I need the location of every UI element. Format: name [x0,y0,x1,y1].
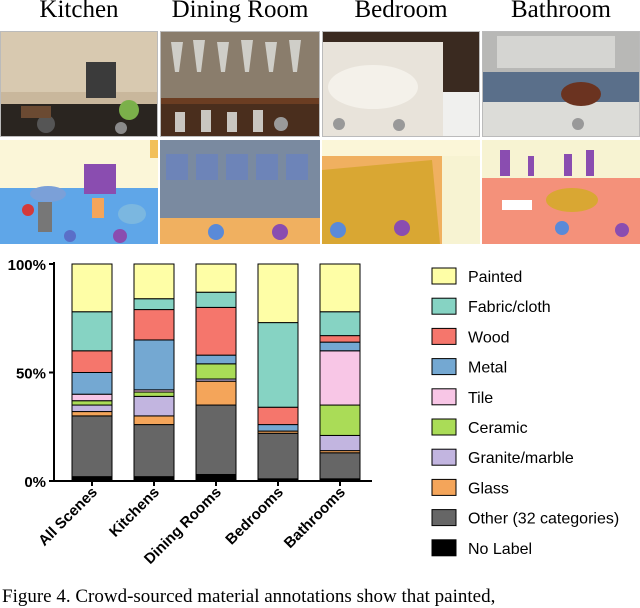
bar-segment [71,404,113,413]
x-tick-label: Kitchens [106,484,163,541]
bar-segment [133,298,175,311]
bar-segment [257,432,299,480]
bar-segment [195,404,237,475]
bar-segment [195,306,237,356]
bedroom-segmentation [322,140,480,244]
chart-axes: 0% 50% 100% [8,257,372,491]
bar-segment [133,395,175,417]
bar-segment [71,476,113,482]
bar-segment [319,335,361,343]
bar-segment [133,339,175,391]
bathroom-segmentation [482,140,640,244]
bar-segment [71,311,113,352]
dining-room-segmentation [160,140,320,244]
bar-segment [71,263,113,313]
legend-swatch [431,478,457,496]
bar-segment [195,354,237,365]
y-tick-label: 100% [8,257,46,274]
bar-segment [133,415,175,426]
bathroom-photo [482,31,640,137]
x-tick-label: Bathrooms [281,484,349,552]
bar-segment [195,263,237,293]
bar-segment [319,452,361,480]
legend-swatch [431,509,457,527]
bar-segment [71,372,113,395]
column-title-bedroom: Bedroom [354,0,448,23]
bar-segment [195,363,237,380]
bar-segment [319,404,361,436]
legend-label: Ceramic [468,420,528,437]
legend-swatch [431,388,457,406]
legend-swatch [431,327,457,345]
bar-segment [71,393,113,402]
chart-legend: Painted Fabric/cloth Wood Metal Tile Ceramic G… [431,267,619,558]
bar-segment [133,424,175,478]
kitchen-segmentation [0,140,158,244]
bar-segment [195,291,237,308]
legend-label: Tile [468,390,493,407]
legend-swatch [431,539,457,557]
bar-segment [71,400,113,406]
bar-segment [257,424,299,432]
legend-label: Fabric/cloth [468,299,551,316]
bar-segment [133,391,175,397]
bar-segment [71,411,113,417]
kitchen-photo [0,31,158,137]
bar-segment [257,263,299,324]
bar-segment [319,263,361,313]
chart-bars [71,263,361,482]
legend-label: Metal [468,360,507,377]
column-title-kitchen: Kitchen [39,0,119,23]
bar-segment [133,263,175,300]
bar-segment [71,350,113,374]
bar-segment [319,350,361,406]
x-tick-label: All Scenes [35,484,101,550]
figure-caption: Figure 4. Crowd-sourced material annotat… [2,586,496,607]
bar-segment [319,311,361,337]
dining-room-photo [160,31,320,137]
column-title-bathroom: Bathroom [511,0,611,23]
legend-label: No Label [468,541,532,558]
legend-label: Glass [468,480,509,497]
bar-segment [71,415,113,478]
legend-label: Wood [468,329,510,346]
bar-segment [257,322,299,408]
y-tick-label: 50% [16,366,46,383]
legend-swatch [431,358,457,376]
legend-label: Painted [468,269,522,286]
x-tick-label: Bedrooms [222,484,286,548]
bar-segment [133,309,175,341]
bar-segment [319,434,361,452]
legend-swatch [431,297,457,315]
bar-segment [319,341,361,352]
legend-label: Granite/marble [468,450,574,467]
legend-label: Other (32 categories) [468,511,619,528]
column-title-dining-room: Dining Room [171,0,309,23]
bar-segment [195,380,237,406]
bar-segment [133,476,175,482]
legend-swatch [431,267,457,285]
legend-swatch [431,448,457,466]
bar-segment [195,473,237,482]
bedroom-photo [322,31,480,137]
bar-segment [257,406,299,426]
y-tick-label: 0% [24,474,46,491]
legend-swatch [431,418,457,436]
